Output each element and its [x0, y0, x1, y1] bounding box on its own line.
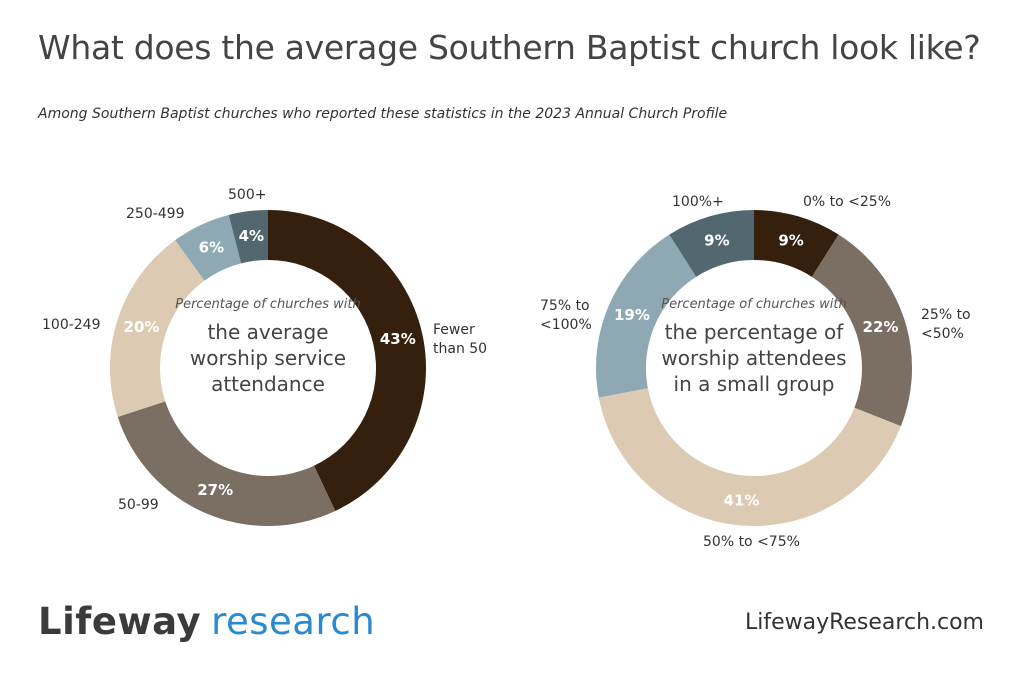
subtitle: Among Southern Baptist churches who repo…	[38, 106, 728, 122]
donut-slice-0-1	[117, 401, 336, 526]
data-label: 19%	[614, 306, 650, 324]
category-label-fewer-than-50: Fewer than 50	[433, 322, 488, 357]
donut-slice-1-4	[669, 210, 754, 277]
center-intro: Percentage of churches with	[175, 297, 361, 312]
category-label-500-plus: 500+	[228, 187, 267, 203]
category-label-50-75: 50% to <75%	[703, 534, 800, 550]
donut-slice-0-0	[268, 210, 426, 511]
center-title: the percentage of worship attendees in a…	[661, 320, 847, 396]
data-label: 20%	[124, 318, 160, 336]
center-intro: Percentage of churches with	[661, 297, 847, 312]
category-label-0-25: 0% to <25%	[803, 194, 892, 210]
left-donut-center: Percentage of churches with the average …	[173, 296, 363, 397]
donut-slice-0-2	[109, 240, 205, 417]
data-label: 41%	[724, 491, 760, 509]
center-title: the average worship service attendance	[189, 320, 347, 396]
category-label-100-plus: 100%+	[672, 194, 724, 210]
data-label: 6%	[199, 239, 224, 257]
donut-slice-1-3	[596, 234, 697, 398]
category-label-25-50: 25% to <50%	[921, 307, 971, 342]
category-label-100-249: 100-249	[42, 317, 101, 333]
donut-slice-1-0	[754, 210, 839, 277]
page-title: What does the average Southern Baptist c…	[38, 28, 981, 67]
data-label: 9%	[778, 231, 803, 249]
data-label: 27%	[197, 481, 233, 499]
data-label: 43%	[380, 330, 416, 348]
category-label-50-99: 50-99	[118, 497, 159, 513]
data-label: 4%	[239, 227, 264, 245]
donut-slice-1-2	[598, 388, 901, 527]
lifeway-research-logo: Lifeway research	[38, 600, 375, 643]
right-donut-center: Percentage of churches with the percenta…	[659, 296, 849, 397]
donut-slice-0-4	[228, 210, 268, 264]
data-label: 9%	[704, 231, 729, 249]
website-url: LifewayResearch.com	[744, 610, 984, 635]
logo-word-research: research	[211, 600, 376, 643]
donut-slice-0-3	[175, 214, 242, 281]
category-label-75-100: 75% to <100%	[540, 298, 592, 333]
donut-slice-1-1	[811, 234, 912, 427]
data-label: 22%	[863, 318, 899, 336]
logo-word-lifeway: Lifeway	[38, 600, 202, 643]
category-label-250-499: 250-499	[126, 206, 185, 222]
